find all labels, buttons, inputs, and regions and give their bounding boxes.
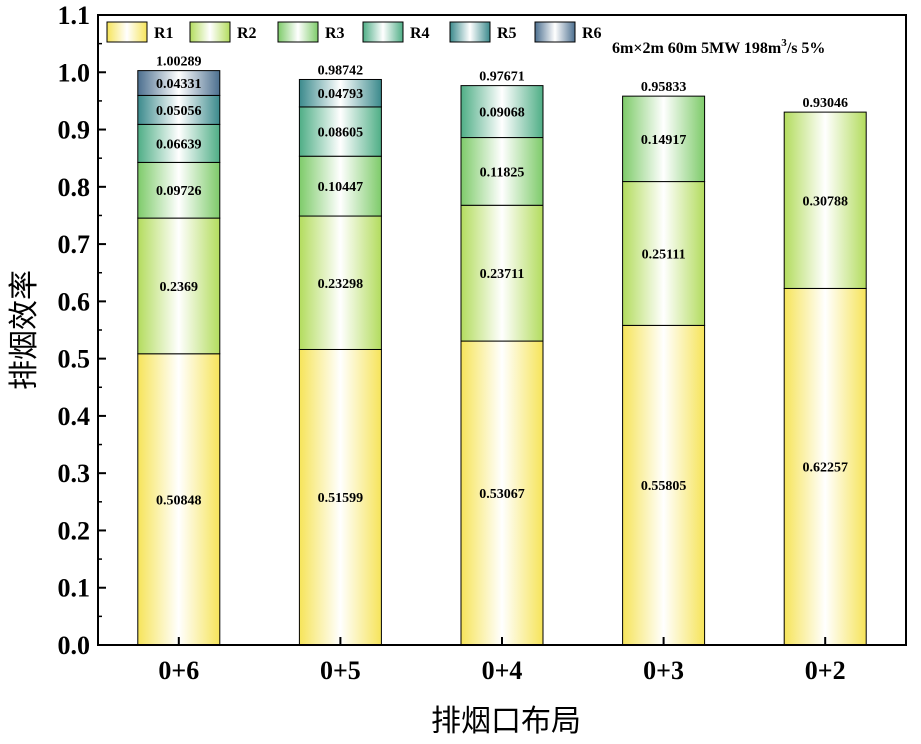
segment-label-r2-2: 0.23711 (480, 267, 525, 282)
bar-segment-r1-3 (622, 324, 706, 646)
legend: R1 R2 R3 R4 R5 R6 (106, 21, 602, 43)
legend-swatch-r3 (277, 21, 319, 43)
legend-swatch-r6 (534, 21, 576, 43)
y-tick-label: 0.0 (58, 631, 91, 660)
x-tick-label: 0+6 (158, 656, 199, 685)
segment-label-r2-4: 0.30788 (802, 194, 848, 209)
legend-swatch-r1 (106, 21, 148, 43)
segment-label-r3-1: 0.10447 (318, 180, 364, 195)
axes-layer: 0.0 0.1 0.2 0.3 0.4 0.5 0.6 0.7 0.8 0.9 1.0 1.1 0+6 0… (58, 1, 907, 685)
segment-label-r4-0: 0.06639 (156, 137, 202, 152)
bar-segment-r1-4 (783, 287, 867, 646)
legend-label-r1: R1 (154, 25, 174, 42)
segment-label-r1-1: 0.51599 (318, 491, 364, 506)
segment-label-r1-0: 0.50848 (156, 493, 202, 508)
segment-label-r6-0: 0.04331 (156, 77, 202, 92)
segment-label-r5-1: 0.04793 (318, 87, 364, 102)
y-tick-label: 0.4 (58, 402, 91, 431)
total-label-3: 0.95833 (641, 80, 687, 95)
segment-label-r1-4: 0.62257 (802, 461, 848, 476)
segment-label-r1-3: 0.55805 (641, 479, 687, 494)
bar-segment-r4-1 (298, 106, 382, 157)
y-axis-label: 排烟效率 (7, 270, 42, 390)
y-tick-label: 1.1 (58, 1, 91, 30)
bar-segment-r6-0 (137, 70, 221, 96)
x-tick-label: 0+5 (320, 656, 361, 685)
y-tick-label: 0.8 (58, 173, 91, 202)
segment-label-r3-2: 0.11825 (480, 165, 525, 180)
x-axis-label: 排烟口布局 (431, 704, 581, 739)
legend-swatch-r2 (189, 21, 231, 43)
bar-segment-r2-3 (622, 181, 706, 326)
legend-label-r4: R4 (410, 25, 430, 42)
total-label-2: 0.97671 (479, 70, 525, 85)
segment-label-r4-1: 0.08605 (318, 126, 364, 141)
y-tick-label: 0.6 (58, 287, 91, 316)
bar-segment-r2-4 (783, 111, 867, 289)
legend-swatch-r5 (449, 21, 491, 43)
legend-label-r2: R2 (237, 25, 257, 42)
segment-label-r1-2: 0.53067 (479, 487, 525, 502)
y-tick-label: 0.3 (58, 459, 91, 488)
total-label-4: 0.93046 (802, 96, 848, 111)
bar-segment-r1-0 (137, 353, 221, 646)
bar-segment-r5-0 (137, 94, 221, 125)
y-tick-label: 0.7 (58, 230, 91, 259)
segment-label-r3-0: 0.09726 (156, 184, 202, 199)
legend-swatch-r4 (362, 21, 404, 43)
bar-segment-r2-0 (137, 217, 221, 355)
y-tick-label: 0.2 (58, 516, 91, 545)
annotation-superscript: 3 (781, 37, 787, 49)
segment-label-r2-0: 0.2369 (160, 280, 199, 295)
legend-label-r6: R6 (582, 25, 602, 42)
segment-label-r3-3: 0.14917 (641, 133, 687, 148)
segment-label-r4-2: 0.09068 (479, 106, 525, 121)
annotation-prefix: 6m×2m 60m 5MW 198m (612, 40, 782, 57)
x-tick-label: 0+2 (805, 656, 846, 685)
legend-label-r3: R3 (325, 25, 345, 42)
y-tick-label: 0.9 (58, 116, 91, 145)
bar-segment-r3-1 (298, 155, 382, 217)
total-label-0: 1.00289 (156, 55, 202, 70)
x-tick-label: 0+3 (643, 656, 684, 685)
y-tick-label: 0.1 (58, 574, 91, 603)
y-tick-label: 1.0 (58, 58, 91, 87)
bar-segment-r1-2 (460, 340, 544, 646)
x-tick-label: 0+4 (482, 656, 523, 685)
segment-label-r2-1: 0.23298 (318, 277, 364, 292)
segment-label-r5-0: 0.05056 (156, 104, 202, 119)
annotation-suffix: /s 5% (786, 40, 826, 57)
bars-layer: 0.50848 0.2369 0.09726 0.06639 0.05056 0.0433… (137, 55, 867, 646)
total-label-1: 0.98742 (318, 63, 364, 78)
chart-annotation: 6m×2m 60m 5MW 198m3/s 5% (612, 37, 825, 57)
bar-segment-r4-2 (460, 85, 544, 139)
segment-label-r2-3: 0.25111 (642, 247, 686, 262)
bar-segment-r2-1 (298, 215, 382, 350)
bar-segment-r3-3 (622, 95, 706, 183)
bar-segment-r5-1 (298, 78, 382, 108)
legend-label-r5: R5 (497, 25, 517, 42)
bar-segment-r4-0 (137, 123, 221, 163)
y-tick-label: 0.5 (58, 345, 91, 374)
bar-segment-r2-2 (460, 204, 544, 342)
